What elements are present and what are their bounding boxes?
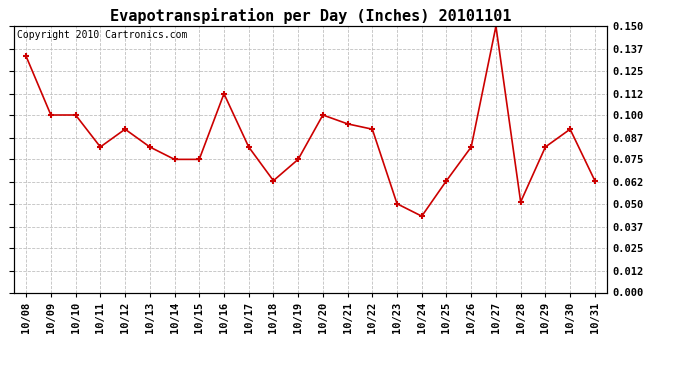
Title: Evapotranspiration per Day (Inches) 20101101: Evapotranspiration per Day (Inches) 2010…	[110, 8, 511, 24]
Text: Copyright 2010 Cartronics.com: Copyright 2010 Cartronics.com	[17, 30, 187, 40]
